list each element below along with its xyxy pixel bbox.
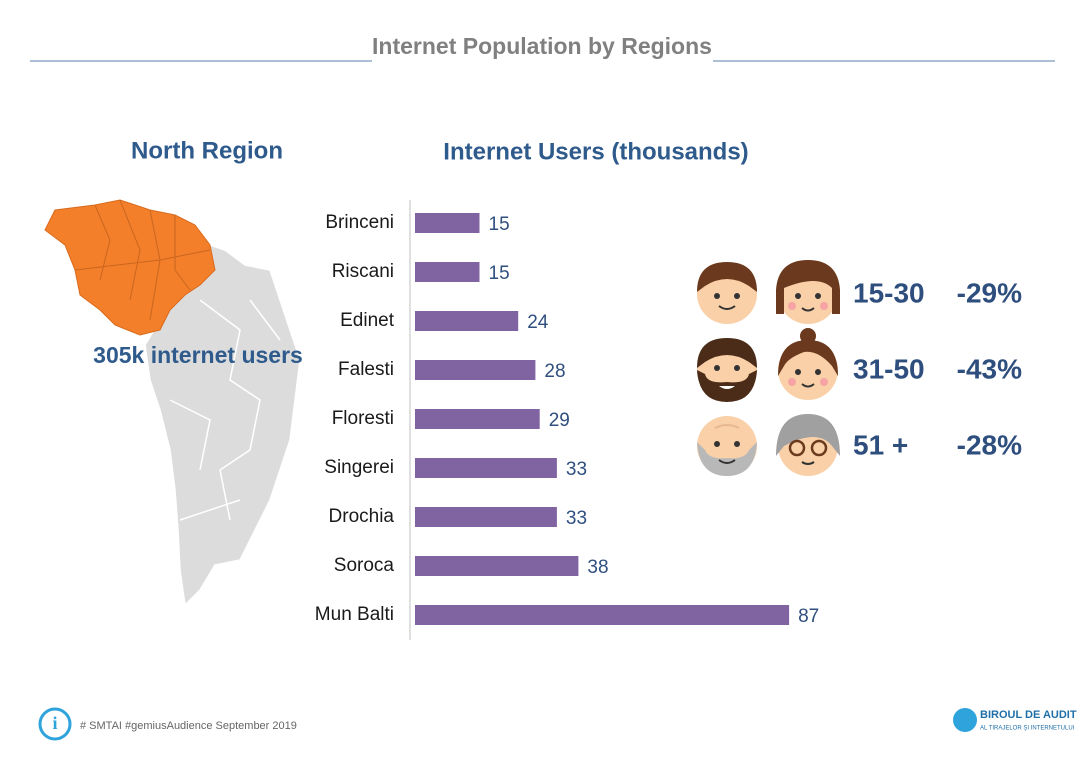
footer-source: # SMTAI #gemiusAudience September 2019 [80, 720, 297, 732]
data-label: 38 [587, 557, 608, 578]
data-label: 15 [489, 214, 510, 235]
bar [415, 360, 536, 380]
category-label: Singerei [324, 457, 394, 478]
age-groups: 15-30 -29% 31-50 -43% 51 + -28% [853, 277, 1022, 460]
region-users: 305k internet users [93, 342, 303, 368]
age-range: 15-30 [853, 277, 925, 308]
bar [415, 409, 540, 429]
data-label: 33 [566, 459, 587, 480]
age-share: -29% [957, 277, 1022, 308]
category-label: Falesti [338, 359, 394, 380]
data-label: 15 [489, 263, 510, 284]
bar [415, 605, 790, 625]
bar [415, 262, 480, 282]
age-icons [697, 260, 840, 476]
data-label: 33 [566, 508, 587, 529]
chart-title: Internet Users (thousands) [443, 138, 748, 165]
age-share: -43% [957, 353, 1022, 384]
region-name: North Region [131, 137, 283, 164]
category-label: Soroca [334, 555, 395, 576]
bar-chart: Brinceni 15 Riscani 15 Edinet 24 Falesti 28 Flor… [315, 212, 819, 627]
category-label: Brinceni [325, 212, 394, 233]
info-icon: i [52, 713, 57, 733]
category-label: Mun Balti [315, 604, 394, 625]
age-range: 51 + [853, 429, 908, 460]
data-label: 87 [798, 606, 819, 627]
category-label: Floresti [332, 408, 394, 429]
info-icon [38, 707, 72, 741]
category-label: Edinet [340, 310, 395, 331]
data-label: 29 [549, 410, 570, 431]
bar [415, 556, 579, 576]
bar [415, 311, 519, 331]
age-range: 31-50 [853, 353, 925, 384]
bar [415, 507, 557, 527]
bar [415, 213, 480, 233]
data-label: 24 [527, 312, 549, 333]
age-share: -28% [957, 429, 1022, 460]
logo-text: AL TIRAJELOR ȘI INTERNETULUI [980, 726, 1075, 732]
category-label: Riscani [332, 261, 394, 282]
slide-title: Internet Population by Regions [372, 33, 712, 59]
data-label: 28 [544, 361, 565, 382]
logo-mark [953, 708, 977, 732]
map [44, 199, 301, 607]
bar [415, 458, 557, 478]
category-label: Drochia [329, 506, 395, 527]
logo-text: BIROUL DE AUDIT [980, 709, 1077, 721]
